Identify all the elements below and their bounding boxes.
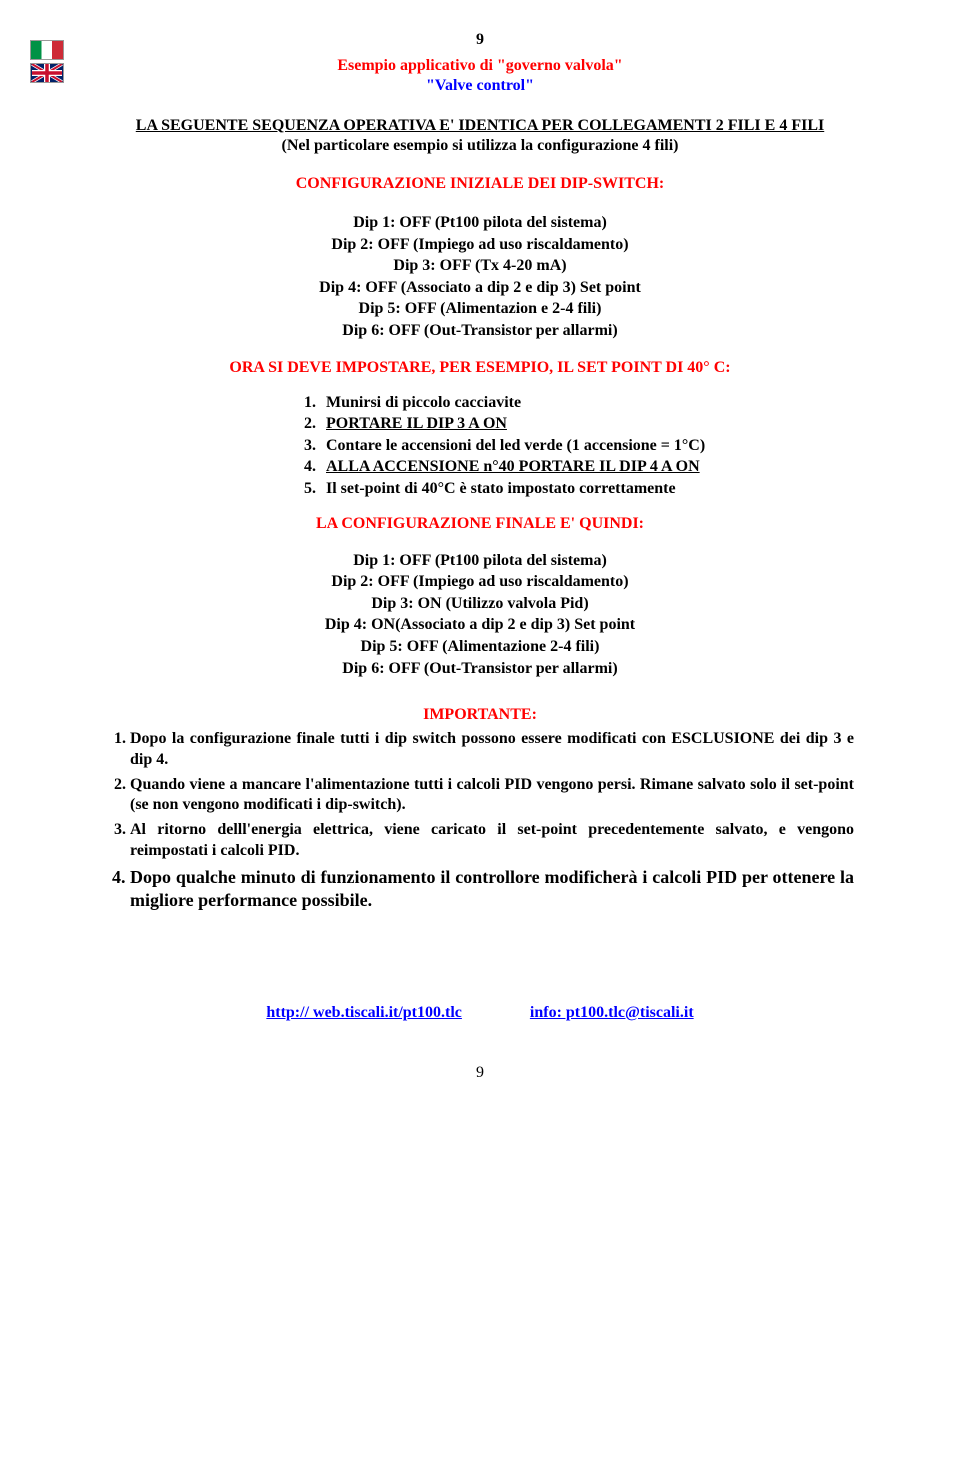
step-text: Contare le accensioni del led verde (1 a…: [326, 437, 705, 454]
config-iniziale-heading: CONFIGURAZIONE INIZIALE DEI DIP-SWITCH:: [100, 174, 860, 194]
footer-links: http:// web.tiscali.it/pt100.tlc info: p…: [100, 1003, 860, 1023]
step-item: Munirsi di piccolo cacciavite: [320, 392, 860, 414]
dip-final-item: Dip 5: OFF (Alimentazione 2-4 fili): [100, 636, 860, 658]
heading-sub: (Nel particolare esempio si utilizza la …: [100, 136, 860, 156]
step-item: Il set-point di 40°C è stato impostato c…: [320, 478, 860, 500]
dips-final-list: Dip 1: OFF (Pt100 pilota del sistema) Di…: [100, 550, 860, 680]
step-item: PORTARE IL DIP 3 A ON: [320, 413, 860, 435]
dip-initial-item: Dip 1: OFF (Pt100 pilota del sistema): [100, 212, 860, 234]
heading-main: LA SEGUENTE SEQUENZA OPERATIVA E' IDENTI…: [100, 116, 860, 136]
step-text: Il set-point di 40°C è stato impostato c…: [326, 480, 676, 497]
step-text: Munirsi di piccolo cacciavite: [326, 394, 521, 411]
dip-final-item: Dip 2: OFF (Impiego ad uso riscaldamento…: [100, 571, 860, 593]
footer-info[interactable]: info: pt100.tlc@tiscali.it: [530, 1004, 694, 1021]
page-number-top: 9: [100, 30, 860, 50]
note-item: Dopo la configurazione finale tutti i di…: [130, 729, 854, 771]
dip-initial-item: Dip 5: OFF (Alimentazion e 2-4 fili): [100, 298, 860, 320]
flag-uk-icon: [30, 63, 64, 83]
dip-final-item: Dip 3: ON (Utilizzo valvola Pid): [100, 593, 860, 615]
config-finale-heading: LA CONFIGURAZIONE FINALE E' QUINDI:: [100, 514, 860, 534]
dips-initial-list: Dip 1: OFF (Pt100 pilota del sistema) Di…: [100, 212, 860, 342]
title-line-1: Esempio applicativo di "governo valvola": [100, 56, 860, 76]
note-item: Dopo qualche minuto di funzionamento il …: [130, 866, 854, 913]
step-item: Contare le accensioni del led verde (1 a…: [320, 435, 860, 457]
dip-initial-item: Dip 2: OFF (Impiego ad uso riscaldamento…: [100, 234, 860, 256]
dip-initial-item: Dip 6: OFF (Out-Transistor per allarmi): [100, 320, 860, 342]
step-item: ALLA ACCENSIONE n°40 PORTARE IL DIP 4 A …: [320, 456, 860, 478]
notes-list: Dopo la configurazione finale tutti i di…: [130, 729, 860, 913]
importante-label: IMPORTANTE:: [100, 705, 860, 725]
flag-italy-icon: [30, 40, 64, 60]
flags-container: [30, 40, 64, 86]
step-text: ALLA ACCENSIONE n°40 PORTARE IL DIP 4 A …: [326, 458, 700, 475]
step-text: PORTARE IL DIP 3 A ON: [326, 415, 507, 432]
dip-final-item: Dip 1: OFF (Pt100 pilota del sistema): [100, 550, 860, 572]
impostare-heading: ORA SI DEVE IMPOSTARE, PER ESEMPIO, IL S…: [100, 358, 860, 378]
note-item: Quando viene a mancare l'alimentazione t…: [130, 775, 854, 817]
title-line-2: "Valve control": [100, 76, 860, 96]
dip-final-item: Dip 6: OFF (Out-Transistor per allarmi): [100, 658, 860, 680]
footer-url[interactable]: http:// web.tiscali.it/pt100.tlc: [266, 1004, 462, 1021]
dip-initial-item: Dip 4: OFF (Associato a dip 2 e dip 3) S…: [100, 277, 860, 299]
dip-final-item: Dip 4: ON(Associato a dip 2 e dip 3) Set…: [100, 614, 860, 636]
steps-list: Munirsi di piccolo cacciavite PORTARE IL…: [320, 392, 860, 500]
dip-initial-item: Dip 3: OFF (Tx 4-20 mA): [100, 255, 860, 277]
note-item: Al ritorno delll'energia elettrica, vien…: [130, 820, 854, 862]
page-number-bottom: 9: [100, 1063, 860, 1083]
